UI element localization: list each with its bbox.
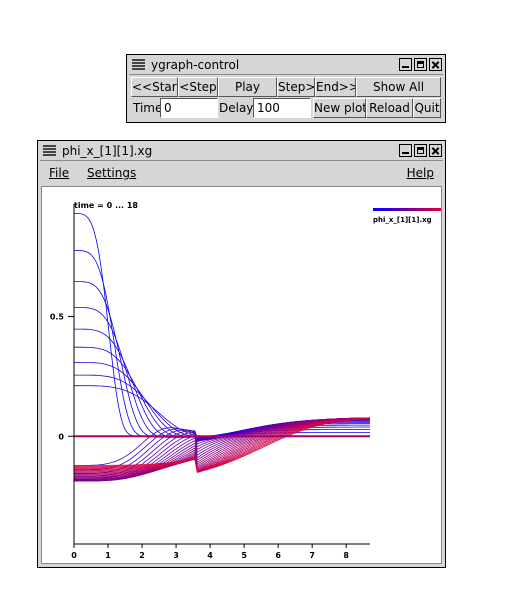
show-all-button[interactable]: Show All bbox=[356, 77, 441, 97]
control-window-title: ygraph-control bbox=[151, 58, 240, 72]
x-tick-label: 5 bbox=[241, 551, 247, 560]
window-menu-icon[interactable] bbox=[132, 59, 145, 71]
series-line bbox=[74, 418, 371, 473]
plot-window-title: phi_x_[1][1].xg bbox=[62, 144, 153, 158]
y-tick-label: 0 bbox=[58, 432, 64, 441]
step-back-button[interactable]: <Step bbox=[178, 77, 218, 97]
settings-menu[interactable]: Settings bbox=[87, 166, 137, 180]
step-forward-button[interactable]: Step> bbox=[277, 77, 315, 97]
maximize-icon[interactable] bbox=[414, 58, 427, 71]
x-tick-label: 3 bbox=[173, 551, 179, 560]
end-button[interactable]: End>> bbox=[315, 77, 356, 97]
x-tick-label: 8 bbox=[343, 551, 349, 560]
x-tick-label: 4 bbox=[207, 551, 213, 560]
x-tick-label: 1 bbox=[105, 551, 111, 560]
menu-bar: File Settings Help bbox=[40, 162, 443, 185]
plot-svg: 0 1 2 3 4 5 6 7 8 0 0.5 time = 0 ... 18 phi_x_[1][… bbox=[50, 201, 441, 560]
plot-window: phi_x_[1][1].xg File Settings Help 0 1 2 3 4… bbox=[37, 140, 446, 568]
legend-label: phi_x_[1][1].xg bbox=[373, 216, 432, 224]
reload-button[interactable]: Reload bbox=[366, 98, 413, 118]
legend-swatch bbox=[373, 208, 441, 211]
series-line bbox=[74, 417, 371, 473]
series-line bbox=[74, 418, 371, 473]
series-line bbox=[74, 417, 371, 473]
series-line bbox=[74, 307, 370, 439]
series-line bbox=[74, 362, 370, 442]
maximize-icon[interactable] bbox=[414, 144, 427, 157]
series-line bbox=[74, 250, 370, 438]
series-line bbox=[74, 346, 370, 441]
time-label: Time bbox=[133, 101, 163, 115]
minimize-icon[interactable] bbox=[399, 144, 412, 157]
series-line bbox=[74, 418, 371, 473]
close-icon[interactable] bbox=[429, 144, 442, 157]
series-line bbox=[74, 374, 370, 442]
window-menu-icon[interactable] bbox=[43, 145, 56, 157]
time-caption: time = 0 ... 18 bbox=[74, 201, 138, 210]
x-tick-label: 2 bbox=[139, 551, 145, 560]
quit-button[interactable]: Quit bbox=[413, 98, 441, 118]
y-tick-label: 0.5 bbox=[50, 313, 65, 322]
file-menu[interactable]: File bbox=[49, 166, 70, 180]
delay-label: Delay bbox=[219, 101, 254, 115]
x-tick-label: 0 bbox=[71, 551, 77, 560]
minimize-icon[interactable] bbox=[399, 58, 412, 71]
series-line bbox=[74, 213, 370, 437]
x-tick-label: 7 bbox=[309, 551, 315, 560]
close-icon[interactable] bbox=[429, 58, 442, 71]
start-button[interactable]: <<Start bbox=[131, 77, 178, 97]
control-window: ygraph-control <<Start <Step Play Step> … bbox=[126, 54, 446, 123]
new-plot-button[interactable]: New plot bbox=[313, 98, 366, 118]
plot-curves bbox=[74, 213, 371, 482]
plot-axes: 0 1 2 3 4 5 6 7 8 0 0.5 bbox=[50, 204, 370, 560]
x-tick-label: 6 bbox=[275, 551, 281, 560]
control-titlebar[interactable]: ygraph-control bbox=[129, 57, 443, 75]
plot-titlebar[interactable]: phi_x_[1][1].xg bbox=[40, 143, 443, 161]
play-button[interactable]: Play bbox=[218, 77, 277, 97]
plot-canvas[interactable]: 0 1 2 3 4 5 6 7 8 0 0.5 time = 0 ... 18 phi_x_[1][… bbox=[41, 186, 442, 564]
help-menu[interactable]: Help bbox=[406, 166, 434, 180]
time-input[interactable]: 0 bbox=[160, 98, 218, 118]
delay-input[interactable]: 100 bbox=[253, 98, 311, 118]
